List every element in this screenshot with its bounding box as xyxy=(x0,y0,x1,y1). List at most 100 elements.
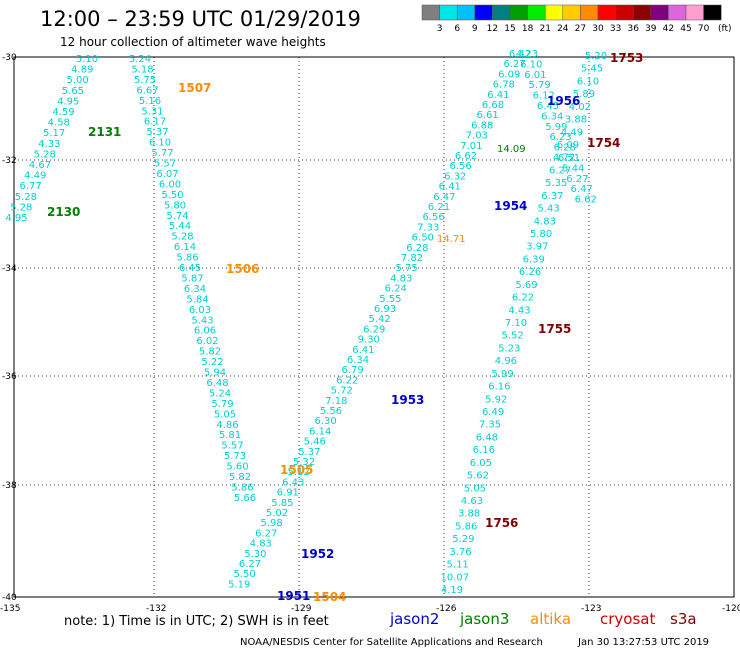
footer-timestamp: Jan 30 13:27:53 UTC 2019 xyxy=(577,637,709,648)
legend-item-jason3: jason3 xyxy=(459,610,509,628)
wave-height-value: 4.59 xyxy=(52,107,74,118)
wave-height-value: 6.62 xyxy=(455,151,477,162)
lon-label: -129 xyxy=(291,604,312,614)
wave-height-value: 5.17 xyxy=(43,128,65,139)
wave-height-value: 6.21 xyxy=(428,202,450,213)
wave-height-value: 4.95 xyxy=(57,96,79,107)
wave-height-value: 6.62 xyxy=(575,195,597,206)
colorbar-tick-label: 70 xyxy=(698,24,710,34)
map-frame xyxy=(13,56,735,598)
pass-label: 1753 xyxy=(610,51,643,65)
wave-height-value: 6.30 xyxy=(314,416,336,427)
wave-height-value: 6.47 xyxy=(433,192,455,203)
wave-height-value: 6.02 xyxy=(196,336,218,347)
legend-note: note: 1) Time is in UTC; 2) SWH is in fe… xyxy=(64,614,329,629)
colorbar-swatch xyxy=(474,4,493,21)
pass-label: 1952 xyxy=(301,547,334,561)
wave-height-value: 5.11 xyxy=(447,560,469,571)
wave-height-value: 4.63 xyxy=(461,496,483,507)
wave-height-value: 3.97 xyxy=(526,242,548,253)
wave-height-value: 6.37 xyxy=(541,191,563,202)
lat-label: -38 xyxy=(2,481,17,491)
wave-height-value: 4.72 xyxy=(553,153,575,164)
wave-height-value: 9.30 xyxy=(358,335,380,346)
wave-height-value: 5.31 xyxy=(141,106,163,117)
wave-height-value: 5.82 xyxy=(199,347,221,358)
wave-height-value: 6.48 xyxy=(206,378,228,389)
wave-height-value: 4.67 xyxy=(29,160,51,171)
wave-height-value: 5.46 xyxy=(304,437,326,448)
wave-height-value: 5.42 xyxy=(368,314,390,325)
wave-height-value: 6.78 xyxy=(493,80,515,91)
latitude-labels: -30 -32 -34 -36 -38 -40 xyxy=(2,53,17,603)
wave-height-value: 4.83 xyxy=(534,216,556,227)
map-subtitle: 12 hour collection of altimeter wave hei… xyxy=(60,35,326,49)
wave-height-value: 6.27 xyxy=(549,165,571,176)
highlighted-wave-value: 14.71 xyxy=(437,234,466,245)
wave-height-value: 6.91 xyxy=(277,488,299,499)
wave-height-value: 5.72 xyxy=(331,386,353,397)
wave-height-value: 4.83 xyxy=(250,539,272,550)
wave-height-value: 4.19 xyxy=(441,585,463,596)
wave-height-value: 6.88 xyxy=(471,120,493,131)
wave-height-value: 6.61 xyxy=(476,110,498,121)
wave-height-value: 5.37 xyxy=(146,127,168,138)
wave-height-value: 6.07 xyxy=(156,169,178,180)
wave-height-value: 5.65 xyxy=(62,86,84,97)
lon-label: -120 xyxy=(722,604,740,614)
wave-height-value: 3.76 xyxy=(449,547,471,558)
wave-height-value: 6.09 xyxy=(557,140,579,151)
wave-height-value: 7.01 xyxy=(460,141,482,152)
wave-height-value: 6.56 xyxy=(449,161,471,172)
pass-label: 1505 xyxy=(280,463,313,477)
wave-height-value: 6.14 xyxy=(309,426,331,437)
longitude-labels: -135 -132 -129 -126 -123 -120 xyxy=(0,604,740,614)
wave-height-value: 7.33 xyxy=(417,222,439,233)
lat-label: -36 xyxy=(2,372,17,382)
wave-height-value: 6.49 xyxy=(482,407,504,418)
colorbar-tick-label: 24 xyxy=(557,24,569,34)
colorbar-swatch xyxy=(615,4,634,21)
wave-height-value: 5.28 xyxy=(10,202,32,213)
wave-height-value: 6.41 xyxy=(352,345,374,356)
lon-label: -135 xyxy=(0,604,20,614)
wave-height-value: 5.98 xyxy=(260,518,282,529)
wave-height-value: 5.28 xyxy=(34,149,56,160)
wave-height-value: 5.19 xyxy=(228,579,250,590)
colorbar-swatch xyxy=(703,4,722,21)
wave-height-value: 6.42 xyxy=(509,49,531,60)
pass-label: 1755 xyxy=(538,322,571,336)
wave-height-value: 4.58 xyxy=(48,118,70,129)
wave-height-value: 7.35 xyxy=(479,420,501,431)
wave-height-value: 6.32 xyxy=(444,171,466,182)
colorbar-swatch xyxy=(650,4,669,21)
map-title: 12:00 – 23:59 UTC 01/29/2019 xyxy=(40,7,361,31)
colorbar-tick-label: 39 xyxy=(645,24,657,34)
wave-height-value: 4.83 xyxy=(390,273,412,284)
wave-height-value: 5.18 xyxy=(131,64,153,75)
pass-label: 1953 xyxy=(391,393,424,407)
colorbar-swatch xyxy=(562,4,581,21)
wave-height-value: 4.96 xyxy=(495,356,517,367)
wave-height-value: 6.16 xyxy=(488,382,510,393)
wave-height-value: 6.67 xyxy=(136,85,158,96)
wave-height-value: 6.51 xyxy=(558,153,580,164)
wave-height-value: 5.20 xyxy=(585,51,607,62)
wave-height-value: 6.22 xyxy=(512,293,534,304)
colorbar-tick-label: 12 xyxy=(487,24,498,34)
pass-label: 2131 xyxy=(88,125,121,139)
colorbar-tick-label: 21 xyxy=(539,24,550,34)
wave-height-value: 6.23 xyxy=(549,132,571,143)
wave-height-value: 6.47 xyxy=(570,184,592,195)
satellite-legend: jason2 jason3 altika cryosat s3a xyxy=(389,610,697,628)
wave-height-value: 5.44 xyxy=(169,221,191,232)
wave-height-value: 5.12 xyxy=(287,467,309,478)
wave-height-value: 5.50 xyxy=(233,569,255,580)
colorbar-tick-label: 45 xyxy=(680,24,691,34)
colorbar-swatch xyxy=(421,4,440,21)
wave-height-value: 5.74 xyxy=(166,211,188,222)
colorbar-tick-label: 30 xyxy=(592,24,604,34)
colorbar-swatch xyxy=(632,4,652,21)
pass-label: 1951 xyxy=(277,589,310,603)
colorbar-swatch xyxy=(439,4,458,21)
